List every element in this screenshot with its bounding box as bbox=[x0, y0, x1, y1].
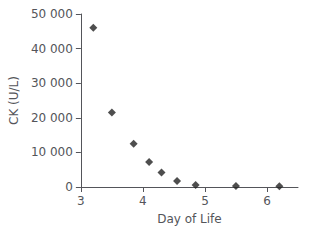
svg-text:20 000: 20 000 bbox=[31, 111, 73, 125]
svg-text:30 000: 30 000 bbox=[31, 76, 73, 90]
svg-text:CK (U/L): CK (U/L) bbox=[7, 76, 21, 125]
svg-text:50 000: 50 000 bbox=[31, 7, 73, 21]
svg-text:5: 5 bbox=[201, 194, 209, 208]
svg-text:3: 3 bbox=[77, 194, 85, 208]
svg-text:Day of Life: Day of Life bbox=[157, 212, 222, 226]
svg-text:0: 0 bbox=[65, 180, 73, 194]
svg-text:40 000: 40 000 bbox=[31, 42, 73, 56]
svg-text:4: 4 bbox=[139, 194, 147, 208]
svg-text:6: 6 bbox=[263, 194, 271, 208]
svg-text:10 000: 10 000 bbox=[31, 145, 73, 159]
